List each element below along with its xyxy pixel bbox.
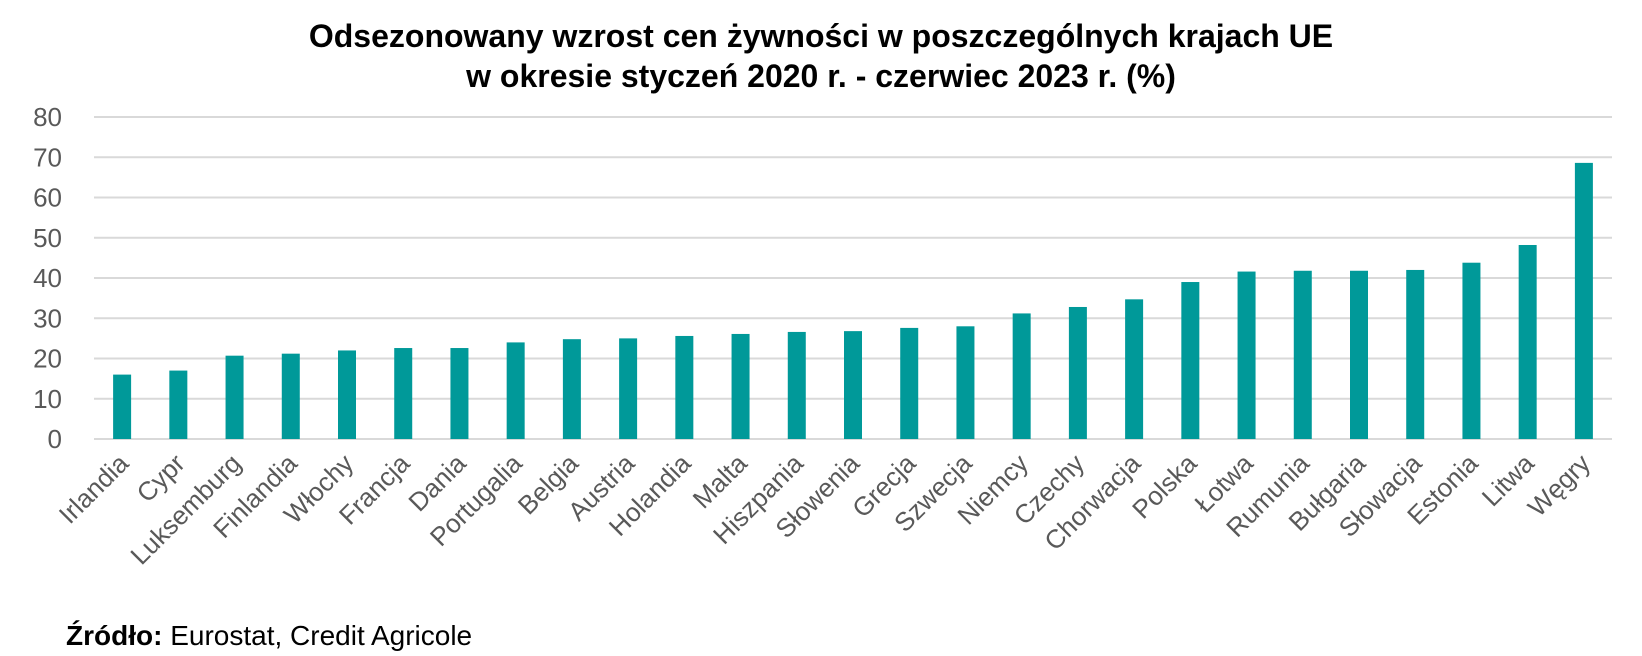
source-label: Źródło: (66, 620, 163, 651)
y-tick-label: 80 (33, 102, 62, 132)
x-category-label: Polska (1126, 448, 1203, 525)
y-tick-label: 50 (33, 223, 62, 253)
bar-22 (1293, 270, 1312, 439)
bar-6 (394, 348, 413, 439)
bar-10 (619, 338, 638, 439)
bar-9 (562, 339, 581, 439)
x-category-label: Węgry (1522, 448, 1596, 522)
chart-title: Odsezonowany wzrost cen żywności w poszc… (0, 16, 1642, 96)
y-tick-label: 40 (33, 263, 62, 293)
bar-11 (675, 335, 694, 439)
bar-14 (844, 331, 862, 439)
source-text: Eurostat, Credit Agricole (162, 620, 473, 651)
y-tick-label: 70 (33, 142, 62, 172)
bar-20 (1181, 282, 1200, 439)
bar-13 (787, 331, 806, 439)
x-category-label: Irlandia (53, 448, 135, 530)
source-note: Źródło: Eurostat, Credit Agricole (66, 620, 472, 652)
y-tick-label: 20 (33, 344, 62, 374)
bar-21 (1237, 271, 1256, 439)
bar-15 (900, 327, 919, 439)
y-tick-label: 30 (33, 303, 62, 333)
bar-12 (731, 333, 750, 439)
bar-17 (1012, 313, 1031, 439)
bar-27 (1574, 162, 1593, 439)
y-tick-label: 10 (33, 384, 62, 414)
bar-23 (1350, 270, 1368, 439)
chart-title-line2: w okresie styczeń 2020 r. - czerwiec 202… (466, 58, 1176, 94)
bar-19 (1125, 299, 1144, 439)
bar-1 (113, 374, 132, 439)
bar-chart: 01020304050607080IrlandiaCyprLuksemburgF… (33, 102, 1612, 570)
bar-4 (281, 353, 300, 439)
bar-2 (169, 370, 188, 439)
bar-8 (506, 342, 525, 439)
chart-title-line1: Odsezonowany wzrost cen żywności w poszc… (308, 18, 1334, 54)
y-tick-label: 0 (48, 424, 62, 454)
bar-26 (1518, 244, 1537, 439)
bar-7 (450, 348, 469, 439)
bar-24 (1406, 269, 1425, 439)
bar-25 (1462, 262, 1481, 439)
bar-18 (1068, 306, 1087, 439)
y-tick-label: 60 (33, 183, 62, 213)
bar-16 (956, 326, 975, 439)
bar-3 (225, 355, 244, 439)
bar-5 (338, 350, 356, 439)
